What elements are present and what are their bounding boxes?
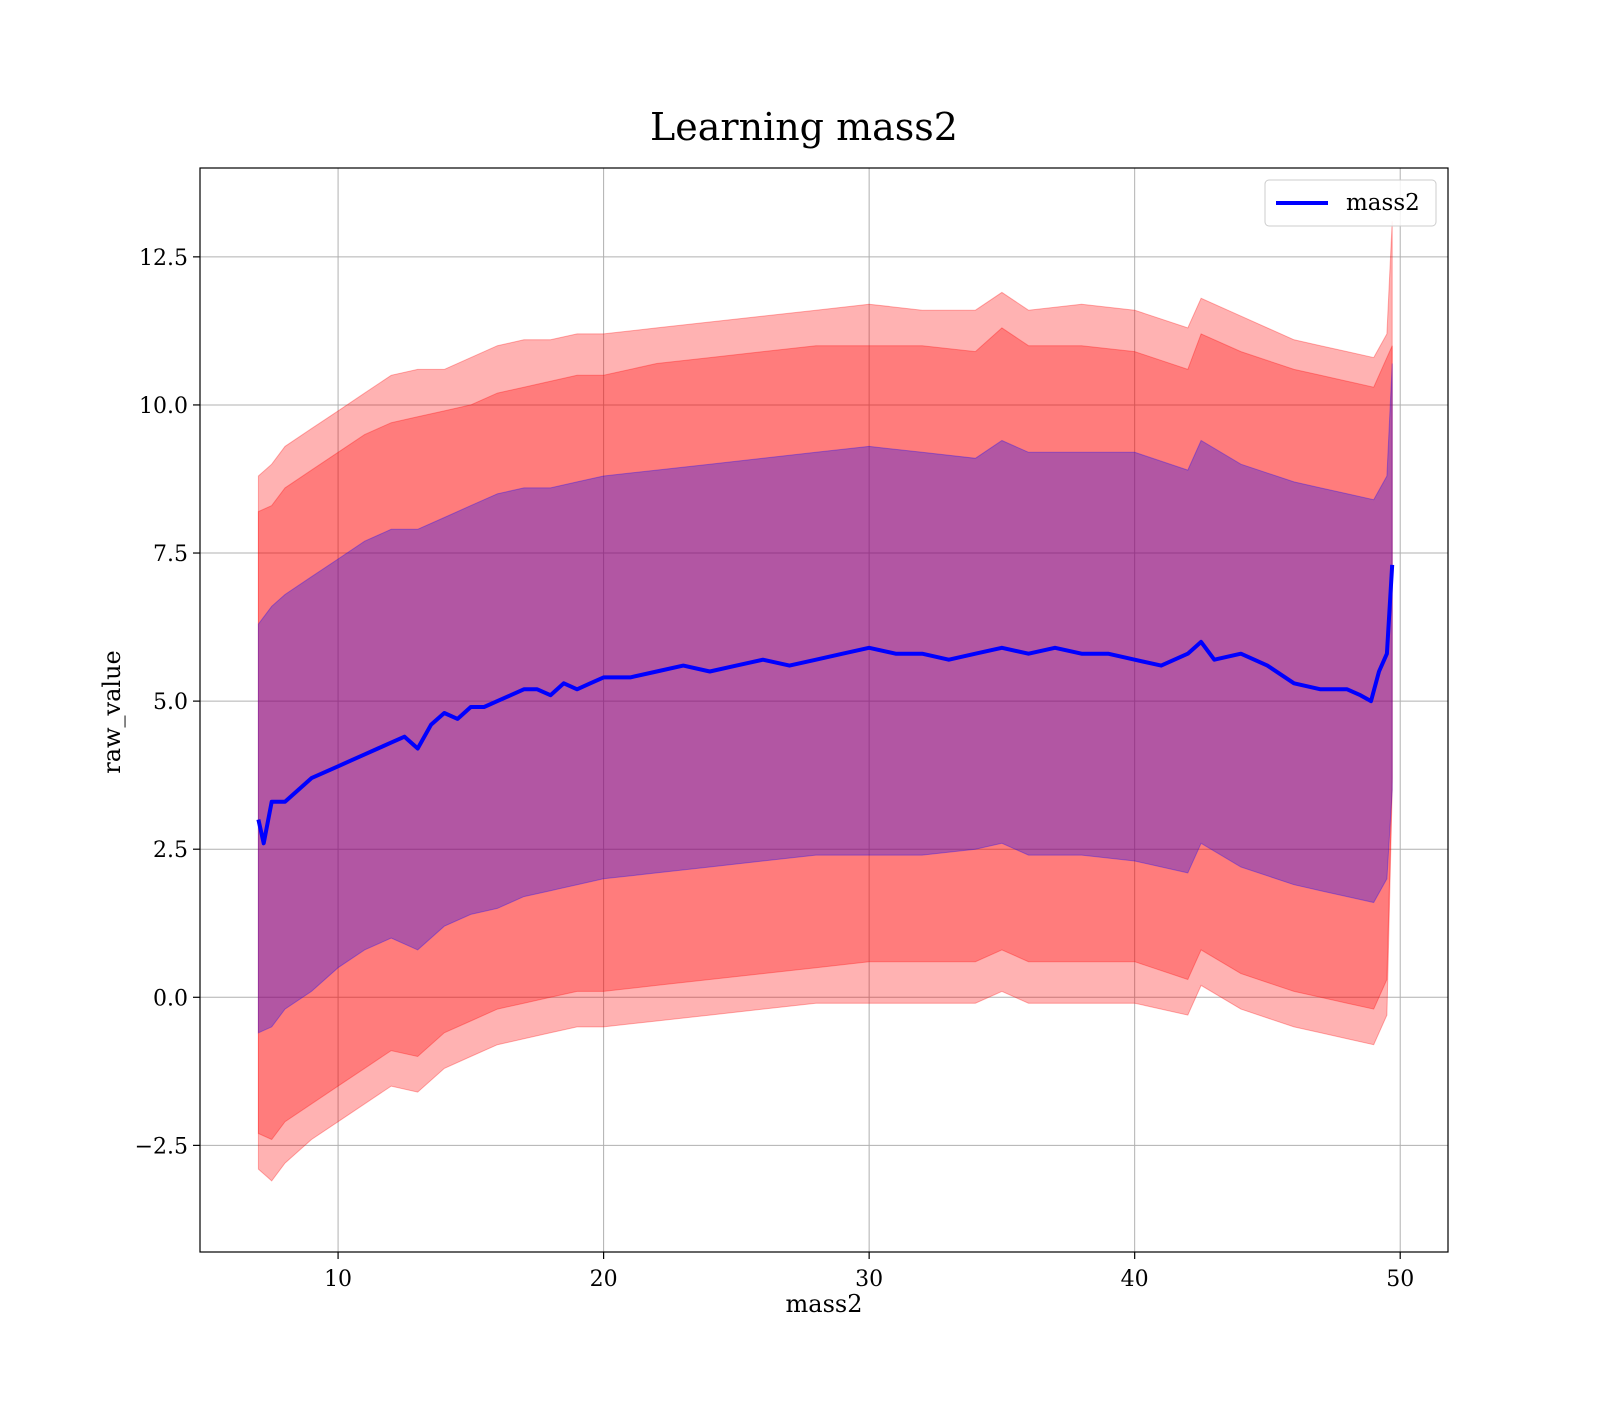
chart-title: Learning mass2	[650, 105, 958, 149]
y-tick-label: −2.5	[135, 1134, 188, 1159]
x-tick-label: 20	[590, 1267, 618, 1292]
y-tick-label: 12.5	[139, 246, 188, 271]
confidence-band	[257, 327, 1393, 1141]
x-tick-label: 10	[324, 1267, 352, 1292]
x-tick-label: 30	[855, 1267, 883, 1292]
tick-layer: 10 20 30 40 50 −2.5 0.0 2.5 5.0 7.5 10.0 12.5	[135, 246, 1415, 1292]
grid-layer	[200, 168, 1448, 1252]
plot-frame	[199, 167, 1449, 1253]
confidence-band	[257, 363, 1393, 1034]
y-tick-label: 2.5	[153, 838, 188, 863]
legend-label: mass2	[1346, 190, 1420, 216]
legend: mass2	[1264, 179, 1437, 227]
line-layer	[256, 564, 1395, 846]
y-tick-label: 0.0	[153, 986, 188, 1011]
x-axis-label: mass2	[786, 1290, 863, 1318]
x-tick-label: 40	[1121, 1267, 1149, 1292]
confidence-band	[257, 221, 1393, 1182]
series-line	[256, 564, 1395, 846]
y-tick-label: 7.5	[153, 542, 188, 567]
y-axis-label: raw_value	[98, 650, 126, 774]
y-tick-label: 5.0	[153, 690, 188, 715]
y-tick-label: 10.0	[139, 394, 188, 419]
legend-box	[1264, 179, 1437, 227]
band-layer	[257, 221, 1393, 1182]
x-tick-label: 50	[1386, 1267, 1414, 1292]
